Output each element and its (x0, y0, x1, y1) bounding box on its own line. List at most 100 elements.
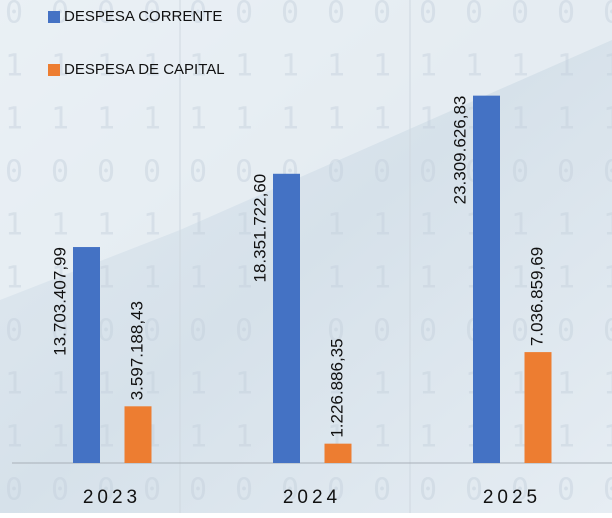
digit: 1 (97, 102, 115, 137)
digit: 1 (281, 49, 299, 84)
digit: 1 (419, 261, 437, 296)
legend-label: DESPESA DE CAPITAL (64, 61, 225, 78)
digit: 1 (419, 208, 437, 243)
value-label: 7.036.859,69 (527, 247, 546, 346)
digit: 0 (189, 314, 207, 349)
digit: 0 (327, 0, 345, 31)
digit: 1 (557, 261, 575, 296)
digit: 1 (189, 261, 207, 296)
digit: 1 (281, 102, 299, 137)
digit: 1 (373, 367, 391, 402)
digit: 0 (603, 155, 612, 190)
digit: 1 (373, 102, 391, 137)
digit: 1 (51, 367, 69, 402)
digit: 1 (143, 261, 161, 296)
digit: 1 (5, 367, 23, 402)
digit: 0 (419, 314, 437, 349)
digit: 0 (51, 473, 69, 508)
digit: 1 (373, 208, 391, 243)
digit: 1 (511, 261, 529, 296)
digit: 1 (189, 208, 207, 243)
digit: 0 (557, 473, 575, 508)
x-tick-label: 2025 (483, 487, 541, 508)
digit: 1 (5, 49, 23, 84)
digit: 1 (51, 420, 69, 455)
digit: 0 (373, 473, 391, 508)
digit: 0 (419, 473, 437, 508)
digit: 0 (5, 473, 23, 508)
digit: 0 (603, 473, 612, 508)
digit: 1 (235, 49, 253, 84)
digit: 1 (419, 49, 437, 84)
x-tick-label: 2023 (83, 487, 141, 508)
digit: 1 (327, 261, 345, 296)
digit: 1 (603, 102, 612, 137)
digit: 1 (603, 367, 612, 402)
digit: 1 (373, 261, 391, 296)
digit: 0 (557, 314, 575, 349)
value-label: 13.703.407,99 (50, 247, 69, 356)
digit: 1 (5, 102, 23, 137)
digit: 1 (419, 367, 437, 402)
digit: 0 (419, 155, 437, 190)
digit: 0 (5, 155, 23, 190)
digit: 1 (327, 208, 345, 243)
digit: 1 (5, 420, 23, 455)
value-label: 3.597.188,43 (127, 301, 146, 400)
digit: 1 (51, 102, 69, 137)
digit: 0 (143, 155, 161, 190)
digit: 1 (419, 102, 437, 137)
bar (73, 247, 100, 463)
digit: 1 (603, 420, 612, 455)
digit: 1 (557, 49, 575, 84)
digit: 1 (557, 102, 575, 137)
digit: 0 (235, 0, 253, 31)
digit: 1 (373, 49, 391, 84)
digit: 1 (143, 208, 161, 243)
digit: 1 (557, 208, 575, 243)
digit: 1 (373, 420, 391, 455)
digit: 1 (97, 208, 115, 243)
digit: 1 (189, 420, 207, 455)
digit: 1 (235, 102, 253, 137)
digit: 1 (511, 208, 529, 243)
bar (125, 406, 152, 463)
digit: 1 (5, 261, 23, 296)
digit: 1 (235, 367, 253, 402)
digit: 0 (51, 155, 69, 190)
digit: 0 (5, 0, 23, 31)
digit: 0 (465, 473, 483, 508)
digit: 0 (603, 314, 612, 349)
legend-swatch (48, 11, 60, 23)
digit: 1 (327, 49, 345, 84)
value-label: 23.309.626,83 (450, 96, 469, 205)
digit: 1 (557, 420, 575, 455)
digit: 0 (281, 0, 299, 31)
value-label: 18.351.722,60 (250, 174, 269, 283)
legend-swatch (48, 64, 60, 76)
digit: 1 (51, 208, 69, 243)
digit: 0 (373, 0, 391, 31)
digit: 0 (189, 473, 207, 508)
digit: 0 (97, 155, 115, 190)
digit: 1 (511, 102, 529, 137)
digit: 0 (327, 155, 345, 190)
digit: 0 (557, 0, 575, 31)
digit: 1 (189, 102, 207, 137)
bar (525, 352, 552, 463)
digit: 0 (557, 155, 575, 190)
digit: 1 (603, 261, 612, 296)
digit: 1 (189, 367, 207, 402)
digit: 1 (603, 208, 612, 243)
digit: 0 (511, 155, 529, 190)
digit: 0 (511, 0, 529, 31)
digit: 1 (235, 420, 253, 455)
digit: 0 (511, 314, 529, 349)
digit: 0 (5, 314, 23, 349)
digit: 0 (235, 473, 253, 508)
digit: 1 (603, 49, 612, 84)
digit: 0 (189, 155, 207, 190)
bar (325, 444, 352, 463)
digit: 1 (327, 102, 345, 137)
digit: 1 (419, 420, 437, 455)
